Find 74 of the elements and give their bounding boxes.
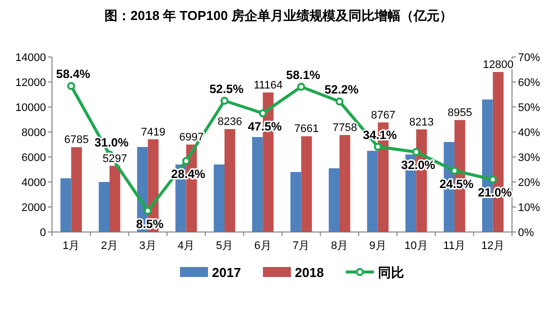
bar [224,129,236,232]
y2-tick-label: 30% [518,152,540,164]
y-tick-label: 6000 [22,152,46,164]
x-tick-label: 4月 [178,240,195,252]
x-tick-label: 1月 [62,240,80,252]
data-label: 7758 [332,122,358,134]
y2-tick-label: 50% [518,102,540,114]
data-label: 8955 [448,107,472,120]
point [374,142,382,151]
data-label: 7419 [140,126,166,138]
data-label: 58.4% [56,67,91,81]
data-label: 8767 [370,109,396,122]
y-tick-label: 0 [40,227,46,239]
bar [252,137,263,232]
data-label: 6785 [64,134,89,146]
bar [98,182,110,232]
x-tick-label: 7月 [292,240,310,252]
point [144,206,152,215]
chart-title: 图：2018 年 TOP100 房企单月业绩规模及同比增幅（亿元） [104,8,452,23]
point [297,82,306,91]
y-tick-label: 4000 [22,177,46,189]
data-label: 7661 [294,123,319,136]
legend-label: 同比 [378,265,404,280]
data-label: 58.1% [286,68,321,82]
y-tick-label: 12000 [15,77,46,89]
bar [60,178,72,232]
data-label: 11164 [254,79,283,92]
y2-tick-label: 60% [518,77,540,89]
bar [367,150,378,232]
y2-tick-label: 20% [518,177,540,189]
point [258,109,267,118]
point [412,148,420,156]
bar [110,166,120,232]
y-tick-label: 8000 [22,127,46,139]
data-label: 12800 [482,59,514,71]
data-label: 8236 [218,116,242,128]
data-label: 24.5% [439,176,474,191]
data-label: 8213 [409,116,434,128]
point [67,82,76,90]
x-tick-label: 10月 [404,240,428,252]
data-label: 32.0% [401,158,436,172]
point [182,157,190,165]
y2-tick-label: 10% [518,202,540,214]
x-tick-label: 6月 [254,240,272,252]
y-tick-label: 14000 [15,52,46,64]
data-label: 52.2% [324,82,359,96]
x-tick-label: 3月 [139,240,156,252]
bar [214,164,224,232]
bar [328,168,340,232]
point [336,98,344,106]
bar [290,172,302,232]
y-tick-label: 2000 [22,202,46,214]
data-label: 21.0% [478,186,512,200]
data-label: 28.4% [171,167,206,181]
x-tick-label: 12月 [481,240,504,252]
y2-tick-label: 40% [518,127,540,139]
point [450,166,458,175]
bar [71,147,82,232]
point [220,96,228,105]
y-tick-label: 10000 [15,102,46,114]
x-tick-label: 9月 [369,240,386,252]
x-tick-label: 8月 [330,240,348,252]
bar [340,135,350,232]
legend-label: 2018 [294,265,324,280]
x-tick-label: 11月 [443,240,466,252]
x-tick-label: 2月 [100,240,118,252]
data-label: 8.5% [136,216,164,231]
data-label: 52.5% [209,82,244,96]
point [488,176,497,184]
legend-label: 2017 [212,265,241,280]
bar [301,136,312,232]
y2-tick-label: 0% [518,227,534,239]
x-tick-label: 5月 [216,240,234,252]
y2-tick-label: 70% [518,52,540,64]
